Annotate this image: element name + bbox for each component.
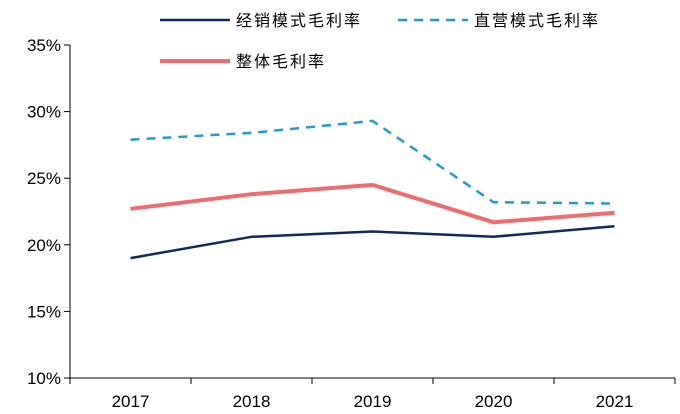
y-tick-label: 35% [27, 36, 61, 55]
y-tick-label: 25% [27, 169, 61, 188]
x-axis: 2017 2018 2019 2020 2021 [69, 377, 676, 411]
series-lines [130, 119, 615, 260]
x-tick-label: 2018 [233, 392, 271, 411]
x-tick-label: 2019 [354, 392, 392, 411]
legend-item-1: 直营模式毛利率 [398, 11, 600, 30]
y-tick-label: 20% [27, 236, 61, 255]
legend-item-0: 经销模式毛利率 [160, 11, 362, 30]
legend-label: 经销模式毛利率 [236, 11, 362, 30]
y-tick-label: 15% [27, 302, 61, 321]
y-tick-label: 10% [27, 369, 61, 388]
x-tick-label: 2020 [475, 392, 513, 411]
y-tick-label: 30% [27, 103, 61, 122]
legend-item-2: 整体毛利率 [160, 52, 326, 71]
y-axis: 10% 15% 20% 25% 30% 35% [27, 36, 71, 388]
series-line-1 [130, 119, 615, 205]
x-tick-label: 2021 [596, 392, 634, 411]
legend-label: 直营模式毛利率 [474, 11, 600, 30]
series-line-2 [130, 182, 615, 225]
series-line-0 [130, 224, 615, 260]
legend-label: 整体毛利率 [236, 52, 326, 71]
x-tick-label: 2017 [112, 392, 150, 411]
